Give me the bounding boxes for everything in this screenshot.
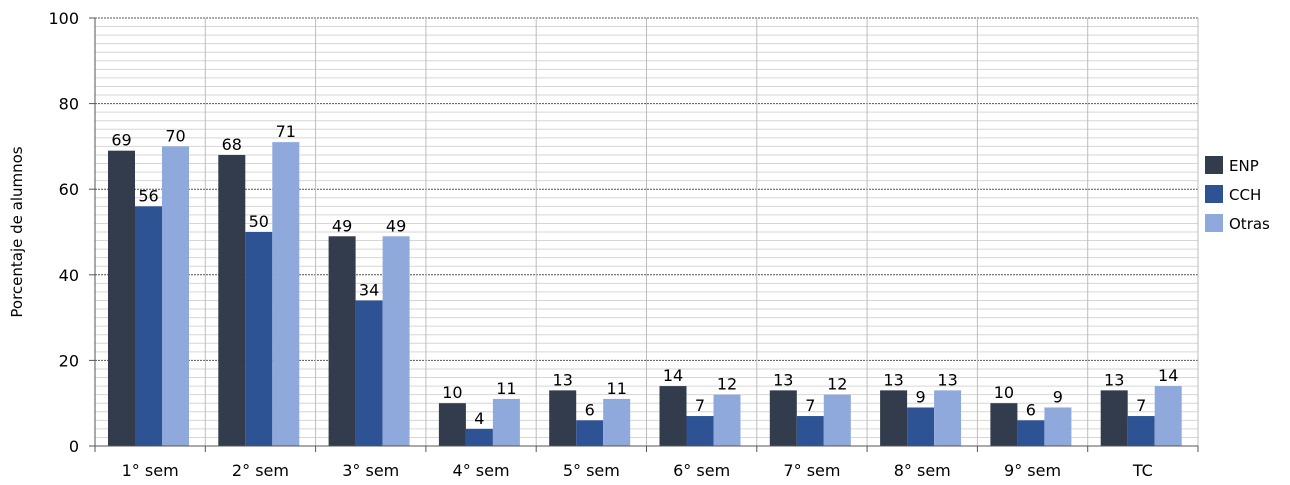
data-label: 10 [994, 383, 1014, 402]
bar [686, 416, 714, 446]
x-tick-label: 1° sem [122, 461, 179, 480]
y-tick-label: 20 [59, 351, 79, 370]
data-label: 14 [1158, 366, 1178, 385]
data-label: 12 [827, 375, 847, 394]
x-tick-label: 4° sem [453, 461, 510, 480]
x-tick-label: 6° sem [673, 461, 730, 480]
data-label: 56 [138, 186, 158, 205]
axes [89, 17, 1199, 452]
bar [1100, 390, 1128, 446]
y-axis-title: Porcentaje de alumnos [8, 146, 26, 317]
data-label: 11 [496, 379, 516, 398]
data-label: 6 [1026, 400, 1036, 419]
data-label: 7 [1136, 396, 1146, 415]
data-label: 13 [883, 370, 903, 389]
x-tick-label: 2° sem [232, 461, 289, 480]
bar [549, 390, 577, 446]
x-tick-label: 5° sem [563, 461, 620, 480]
x-tick-label: 8° sem [894, 461, 951, 480]
y-tick-label: 100 [48, 9, 79, 28]
data-label: 13 [773, 370, 793, 389]
y-tick-label: 0 [69, 437, 79, 456]
data-label: 13 [937, 370, 957, 389]
data-label: 49 [386, 216, 406, 235]
data-label: 50 [249, 212, 269, 231]
bar [245, 232, 273, 446]
bar [659, 386, 687, 446]
data-label: 14 [663, 366, 683, 385]
y-tick-labels: 0 20 40 60 80 100 [48, 9, 79, 456]
bar [108, 150, 135, 446]
x-tick-label: 3° sem [342, 461, 399, 480]
data-label: 13 [1104, 370, 1124, 389]
bar [218, 154, 246, 446]
data-label: 71 [276, 122, 296, 141]
bar [272, 142, 300, 446]
bar [796, 416, 824, 446]
y-tick-label: 60 [59, 180, 79, 199]
bars [108, 142, 1182, 446]
bar [492, 398, 520, 446]
x-tick-label: 9° sem [1004, 461, 1061, 480]
bar [1017, 420, 1045, 446]
data-label: 49 [332, 216, 352, 235]
bar [823, 394, 851, 446]
data-label: 7 [805, 396, 815, 415]
bar [135, 206, 162, 446]
y-tick-label: 40 [59, 266, 79, 285]
bar [1044, 407, 1072, 446]
data-label: 9 [916, 387, 926, 406]
x-tick-label: TC [1132, 461, 1153, 480]
category-separators [204, 18, 1199, 446]
x-tick-labels: 1° sem 2° sem 3° sem 4° sem 5° sem 6° sem 7° s… [122, 461, 1153, 480]
data-label: 10 [442, 383, 462, 402]
data-label: 11 [607, 379, 627, 398]
bar [880, 390, 908, 446]
bar [438, 403, 466, 446]
bar [382, 236, 410, 446]
data-label: 69 [111, 131, 131, 150]
legend-label: CCH [1229, 186, 1261, 204]
legend-swatch [1205, 185, 1223, 203]
bar [465, 428, 493, 446]
legend: ENP CCH Otras [1205, 156, 1270, 233]
data-label: 4 [474, 409, 484, 428]
data-label: 68 [222, 135, 242, 154]
bar [907, 407, 935, 446]
bar [162, 146, 189, 446]
data-label: 70 [165, 126, 185, 145]
data-label: 9 [1053, 387, 1063, 406]
data-label: 7 [695, 396, 705, 415]
legend-swatch [1205, 214, 1223, 232]
data-label: 13 [553, 370, 573, 389]
legend-swatch [1205, 156, 1223, 174]
data-label: 12 [717, 375, 737, 394]
data-label: 6 [585, 400, 595, 419]
x-tick-label: 7° sem [783, 461, 840, 480]
bar [576, 420, 604, 446]
bar [1154, 386, 1182, 446]
bar [990, 403, 1018, 446]
bar [934, 390, 962, 446]
legend-label: Otras [1229, 215, 1270, 233]
bar [1127, 416, 1155, 446]
y-tick-label: 80 [59, 95, 79, 114]
legend-label: ENP [1229, 157, 1259, 175]
bar [713, 394, 741, 446]
data-label: 34 [359, 280, 379, 299]
bar [603, 398, 631, 446]
bar [355, 300, 383, 446]
bar [328, 236, 356, 446]
bar [769, 390, 797, 446]
